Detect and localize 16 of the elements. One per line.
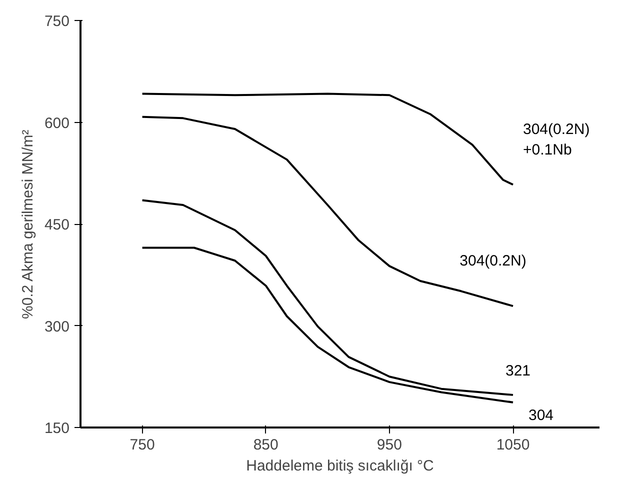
x-tick-label: 1050: [496, 436, 530, 454]
x-tick-label: 850: [253, 436, 278, 454]
y-tick-label: 150: [44, 420, 70, 437]
series-label: 304(0.2N) +0.1Nb: [523, 120, 590, 158]
series-label: 304: [528, 406, 554, 424]
series-label: 304(0.2N): [460, 252, 526, 270]
y-tick-label: 750: [44, 13, 70, 30]
y-tick-label: 450: [44, 216, 70, 234]
line-series: [141, 92, 514, 186]
x-axis-title: Haddeleme bitiş sıcaklığı °C: [246, 458, 434, 474]
y-tick-label: 600: [44, 114, 70, 132]
x-tick-label: 950: [376, 436, 402, 454]
y-tick-label: 300: [44, 318, 70, 336]
y-axis-title: %0.2 Akma gerilmesi MN/m²: [19, 130, 36, 320]
series-label: 321: [505, 362, 531, 380]
x-tick-label: 750: [130, 436, 155, 454]
